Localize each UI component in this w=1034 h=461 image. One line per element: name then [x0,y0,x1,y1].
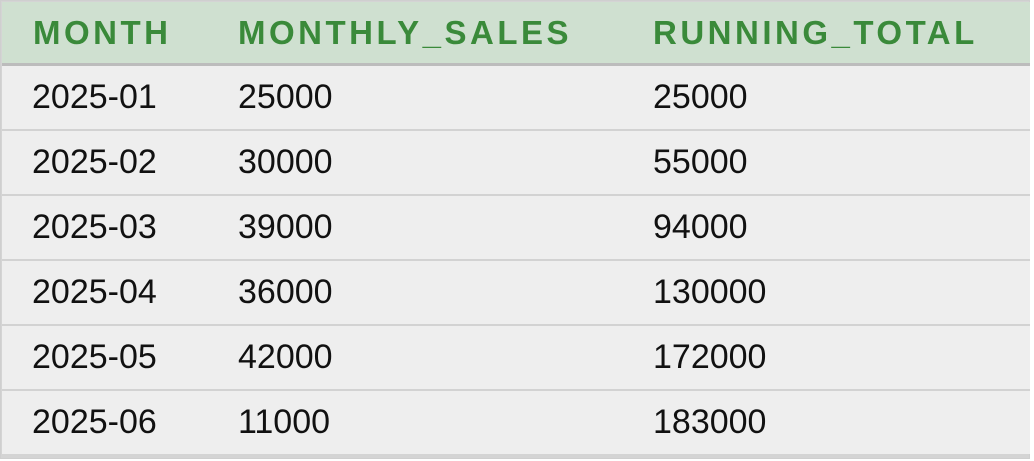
cell-running-total: 25000 [623,66,1030,131]
column-header-running-total[interactable]: RUNNING_TOTAL [623,2,1030,66]
cell-running-total: 172000 [623,326,1030,391]
cell-monthly-sales: 25000 [208,66,623,131]
cell-monthly-sales: 42000 [208,326,623,391]
cell-month: 2025-05 [2,326,208,391]
results-table: MONTH MONTHLY_SALES RUNNING_TOTAL 2025-0… [2,2,1030,454]
column-header-monthly-sales[interactable]: MONTHLY_SALES [208,2,623,66]
column-header-month[interactable]: MONTH [2,2,208,66]
table-body: 2025-01 25000 25000 2025-02 30000 55000 … [2,66,1030,454]
header-row: MONTH MONTHLY_SALES RUNNING_TOTAL [2,2,1030,66]
cell-running-total: 183000 [623,391,1030,454]
cell-monthly-sales: 36000 [208,261,623,326]
table-row: 2025-02 30000 55000 [2,131,1030,196]
cell-running-total: 55000 [623,131,1030,196]
cell-monthly-sales: 39000 [208,196,623,261]
cell-month: 2025-04 [2,261,208,326]
table-header: MONTH MONTHLY_SALES RUNNING_TOTAL [2,2,1030,66]
table-row: 2025-05 42000 172000 [2,326,1030,391]
table-row: 2025-06 11000 183000 [2,391,1030,454]
cell-monthly-sales: 30000 [208,131,623,196]
cell-month: 2025-02 [2,131,208,196]
cell-month: 2025-06 [2,391,208,454]
cell-month: 2025-03 [2,196,208,261]
cell-running-total: 94000 [623,196,1030,261]
table-row: 2025-03 39000 94000 [2,196,1030,261]
cell-monthly-sales: 11000 [208,391,623,454]
cell-month: 2025-01 [2,66,208,131]
table-row: 2025-04 36000 130000 [2,261,1030,326]
table-row: 2025-01 25000 25000 [2,66,1030,131]
cell-running-total: 130000 [623,261,1030,326]
